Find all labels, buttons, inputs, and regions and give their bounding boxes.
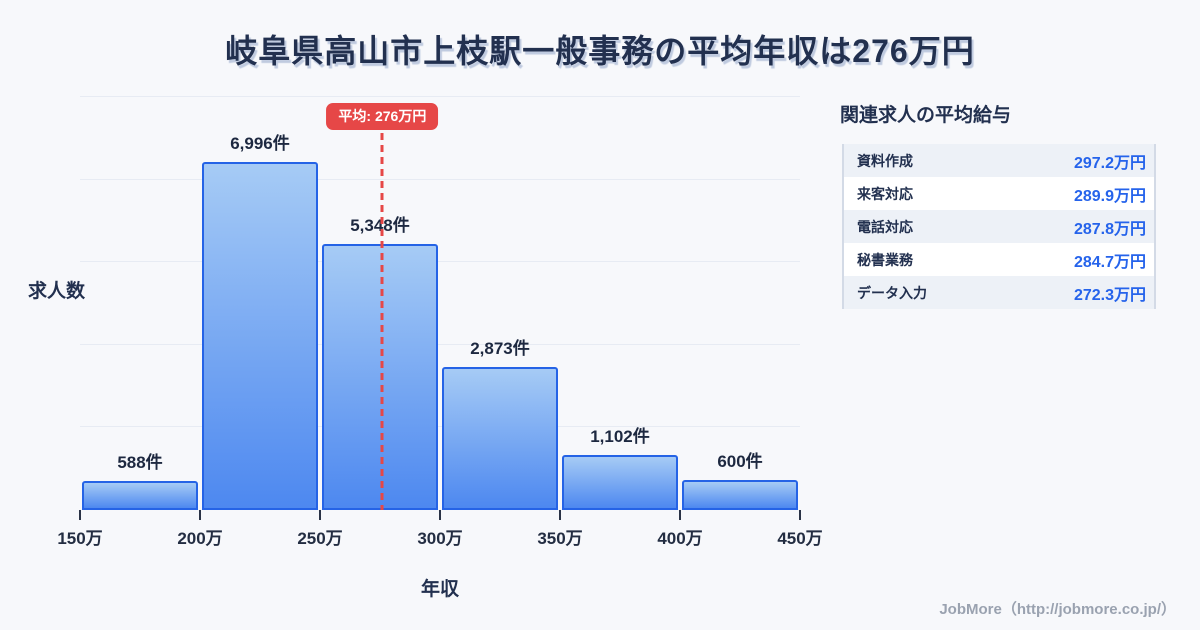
histogram-bar-slot: 600件	[680, 97, 800, 510]
related-job-row: 電話対応 287.8万円	[844, 210, 1154, 243]
job-name: 資料作成	[857, 152, 913, 169]
histogram-bar	[562, 455, 678, 510]
gridline	[80, 178, 800, 180]
histogram-bar	[82, 480, 198, 510]
x-axis-tick-label: 400万	[657, 529, 703, 548]
x-axis-tick	[79, 510, 81, 520]
plot-area: 平均: 276万円 588件 6,996件 5,348件 2,873件 1,102件 60…	[57, 96, 823, 548]
x-axis-tick-label: 150万	[57, 529, 103, 548]
x-axis-tick-label: 250万	[297, 529, 343, 548]
job-name: 来客対応	[857, 185, 913, 202]
x-axis-tick	[679, 510, 681, 520]
x-axis-tick	[439, 510, 441, 520]
related-job-row: 資料作成 297.2万円	[844, 144, 1154, 177]
job-salary: 289.9万円	[1073, 187, 1146, 205]
histogram-bar	[442, 367, 558, 510]
bar-value-label: 588件	[117, 452, 163, 472]
job-name: 電話対応	[857, 218, 913, 235]
histogram-bar	[322, 243, 438, 510]
job-salary: 284.7万円	[1073, 253, 1146, 271]
x-axis-tick-label: 450万	[777, 529, 823, 548]
bar-value-label: 600件	[717, 452, 763, 472]
bar-value-label: 1,102件	[590, 427, 650, 447]
job-salary: 287.8万円	[1073, 220, 1146, 238]
x-axis-tick	[199, 510, 201, 520]
job-salary: 297.2万円	[1073, 154, 1146, 172]
x-axis-tick-label: 300万	[417, 529, 463, 548]
x-axis-tick	[799, 510, 801, 520]
related-job-row: データ入力 272.3万円	[844, 276, 1154, 309]
related-jobs-list: 資料作成 297.2万円来客対応 289.9万円電話対応 287.8万円秘書業務 284…	[842, 144, 1156, 309]
histogram-bar-slot: 1,102件	[560, 97, 680, 510]
page-title: 岐阜県高山市上枝駅一般事務の平均年収は276万円	[225, 33, 975, 69]
gridline	[80, 343, 800, 345]
x-axis-tick	[319, 510, 321, 520]
gridline	[80, 96, 800, 97]
histogram-bar-slot: 5,348件	[320, 97, 440, 510]
job-salary: 272.3万円	[1073, 286, 1146, 304]
average-line	[380, 133, 384, 510]
bar-value-label: 2,873件	[470, 339, 530, 359]
histogram-bar-slot: 588件	[80, 97, 200, 510]
histogram-bar-slot: 2,873件	[440, 97, 560, 510]
y-axis-label: 求人数	[28, 281, 86, 302]
x-axis-label: 年収	[420, 579, 459, 600]
x-axis-tick-label: 200万	[177, 529, 223, 548]
histogram-bar	[202, 161, 318, 510]
bar-value-label: 6,996件	[230, 133, 290, 153]
histogram-bar-slot: 6,996件	[200, 97, 320, 510]
gridline	[80, 426, 800, 428]
histogram-bar	[682, 480, 798, 510]
related-job-row: 秘書業務 284.7万円	[844, 243, 1154, 276]
average-badge: 平均: 276万円	[326, 103, 439, 130]
bar-value-label: 5,348件	[320, 211, 440, 236]
x-axis-tick-label: 350万	[537, 529, 583, 548]
job-name: 秘書業務	[857, 251, 913, 268]
related-jobs-title: 関連求人の平均給与	[840, 105, 1012, 126]
footer-credit: JobMore（http://jobmore.co.jp/）	[939, 601, 1176, 618]
x-axis-tick	[559, 510, 561, 520]
job-name: データ入力	[857, 284, 927, 301]
related-job-row: 来客対応 289.9万円	[844, 177, 1154, 210]
gridline	[80, 261, 800, 263]
